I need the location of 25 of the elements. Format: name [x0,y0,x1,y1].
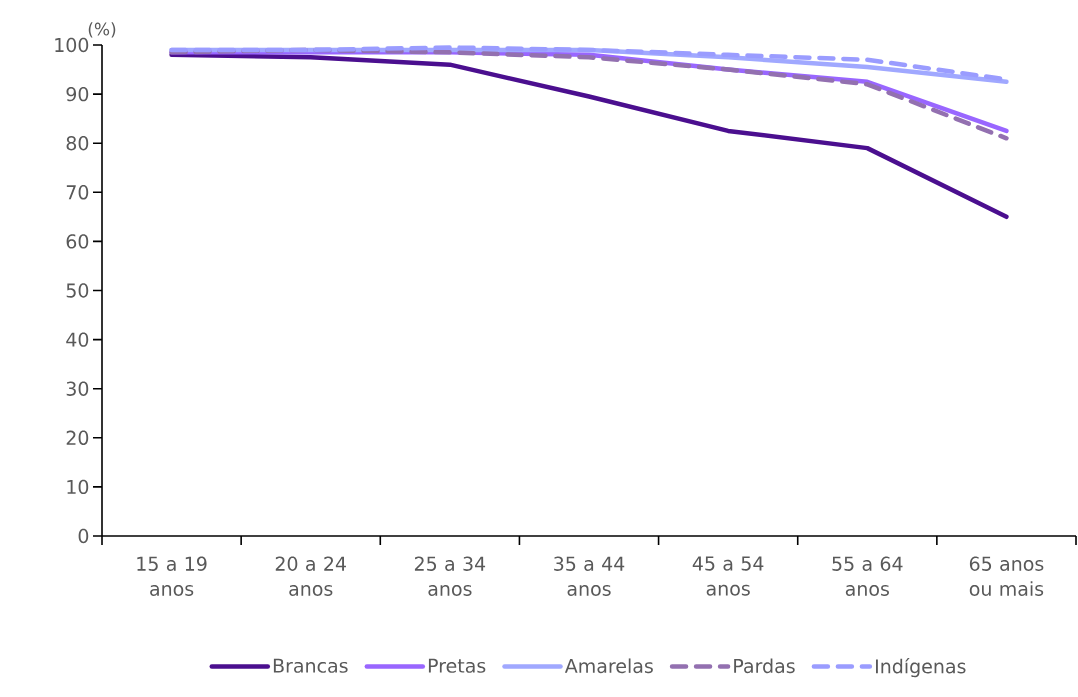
x-tick-label: 15 a 19 anos [137,556,207,596]
x-tick-label: 55 a 64 anos [832,556,903,596]
y-tick-label: 90 [66,86,89,102]
x-tick-label: 45 a 54 anos [692,556,764,596]
x-tick-label: 65 anos ou mais [969,556,1044,596]
y-tick-label: 0 [78,528,89,544]
y-tick-label: 10 [67,479,89,495]
x-tick-label: 35 a 44 anos [554,556,625,596]
x-tick-label: 25 a 34 anos [414,556,486,596]
y-tick-label: 50 [66,283,89,298]
y-axis-title: (%) [88,22,116,38]
legend-label: Amarelas [564,658,653,674]
y-tick-label: 80 [66,136,89,151]
y-tick-label: 20 [66,430,89,445]
y-tick-label: 100 [55,37,89,53]
legend-label: Pardas [734,658,795,674]
y-tick-label: 60 [66,234,89,249]
x-tick-label: 20 a 24 anos [275,556,346,596]
legend-label: Indígenas [876,658,966,678]
line-series [169,52,1009,220]
legend-label: Pretas [428,658,486,673]
y-tick-label: 30 [66,381,89,396]
legend-label: Brancas [273,658,348,673]
y-tick-label: 70 [66,185,89,200]
y-tick-label: 40 [66,332,89,347]
